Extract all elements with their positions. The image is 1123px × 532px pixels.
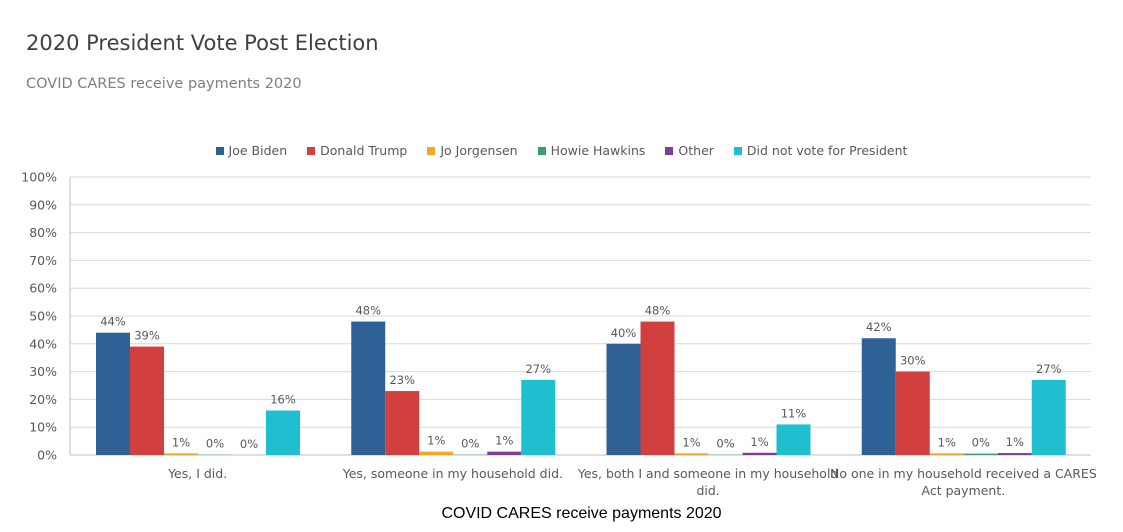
data-label: 16%	[270, 393, 296, 407]
legend-item: Jo Jorgensen	[427, 143, 518, 158]
data-label: 27%	[525, 362, 551, 376]
data-label: 0%	[972, 436, 990, 450]
y-tick-label: 10%	[29, 420, 57, 435]
legend-item: Joe Biden	[215, 143, 288, 158]
data-label: 0%	[716, 437, 734, 451]
bar	[929, 453, 964, 455]
bar	[861, 338, 896, 455]
y-tick-label: 30%	[29, 364, 57, 379]
y-tick-label: 50%	[29, 309, 57, 324]
legend-label: Donald Trump	[320, 143, 408, 158]
bar	[640, 321, 675, 455]
bar	[164, 453, 198, 455]
legend-label: Did not vote for President	[746, 143, 908, 158]
y-tick-label: 60%	[29, 281, 57, 296]
data-label: 39%	[134, 329, 160, 343]
y-tick-label: 0%	[37, 448, 57, 463]
legend-swatch	[537, 146, 546, 155]
legend-swatch	[307, 146, 316, 155]
x-tick-label: No one in my household received a CARES	[830, 466, 1097, 481]
bar	[606, 343, 641, 455]
data-label: 1%	[938, 435, 956, 449]
y-tick-label: 90%	[29, 197, 57, 212]
legend-label: Howie Hawkins	[550, 143, 646, 158]
data-label: 1%	[682, 435, 700, 449]
data-label: 1%	[427, 434, 445, 448]
legend-swatch	[427, 146, 436, 155]
bar	[385, 391, 420, 455]
bar	[266, 410, 300, 455]
bar	[997, 453, 1032, 455]
y-tick-label: 100%	[21, 170, 57, 185]
data-label: 44%	[100, 315, 126, 329]
legend-swatch	[665, 146, 674, 155]
data-label: 48%	[355, 304, 381, 318]
legend-label: Other	[678, 143, 714, 158]
x-tick-label: Yes, both I and someone in my household	[577, 466, 839, 481]
legend-item: Other	[665, 143, 714, 158]
data-label: 42%	[866, 320, 892, 334]
data-label: 40%	[611, 326, 637, 340]
legend-item: Did not vote for President	[733, 143, 908, 158]
chart-title: 2020 President Vote Post Election	[26, 31, 379, 55]
bar	[351, 321, 386, 455]
legend-swatch	[215, 146, 224, 155]
bar	[521, 379, 556, 455]
legend-item: Howie Hawkins	[537, 143, 646, 158]
bar	[96, 332, 130, 455]
legend-label: Joe Biden	[228, 143, 288, 158]
data-label: 1%	[495, 434, 513, 448]
y-tick-label: 20%	[29, 392, 57, 407]
x-tick-label: Act payment.	[922, 483, 1006, 498]
legend-swatch	[733, 146, 742, 155]
data-label: 0%	[206, 437, 224, 451]
bar	[963, 453, 998, 455]
bar	[674, 453, 709, 455]
bar	[130, 346, 164, 455]
x-axis-title: COVID CARES receive payments 2020	[441, 505, 722, 522]
chart-subtitle: COVID CARES receive payments 2020	[26, 76, 302, 92]
bar	[742, 452, 777, 455]
bar	[776, 424, 811, 455]
data-label: 1%	[750, 435, 768, 449]
x-tick-label: Yes, I did.	[167, 466, 227, 481]
x-tick-label: did.	[696, 483, 719, 498]
data-label: 27%	[1036, 362, 1062, 376]
data-label: 11%	[781, 406, 807, 420]
data-label: 30%	[900, 354, 926, 368]
bar	[895, 371, 930, 455]
legend: Joe Biden Donald Trump Jo Jorgensen Howie H…	[0, 143, 1123, 158]
bar	[487, 451, 522, 455]
data-label: 0%	[240, 437, 258, 451]
y-tick-label: 80%	[29, 225, 57, 240]
x-tick-label: Yes, someone in my household did.	[342, 466, 563, 481]
legend-item: Donald Trump	[307, 143, 407, 158]
data-label: 23%	[389, 373, 415, 387]
y-tick-label: 40%	[29, 336, 57, 351]
data-label: 48%	[645, 304, 671, 318]
data-label: 1%	[1006, 435, 1024, 449]
y-tick-label: 70%	[29, 253, 57, 268]
legend-label: Jo Jorgensen	[440, 143, 518, 158]
data-label: 1%	[172, 435, 190, 449]
bar	[419, 451, 454, 455]
bar	[1031, 379, 1066, 455]
data-label: 0%	[461, 437, 479, 451]
